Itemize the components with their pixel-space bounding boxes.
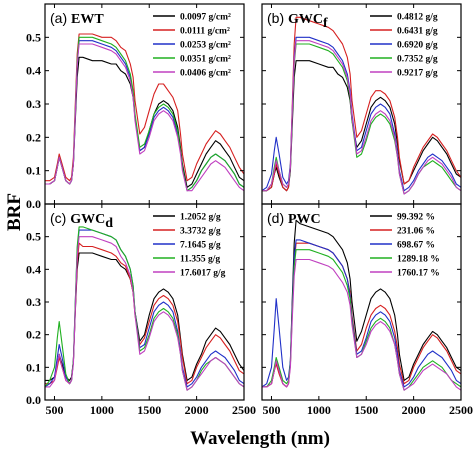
y-tick-label: 0.2 (26, 130, 41, 144)
panel-label: (d) (267, 210, 288, 226)
panel-title: (c) GWCd (50, 210, 113, 231)
legend: 1.2052 g/g 3.3732 g/g 7.1645 g/g 11.355 g/g… (153, 213, 226, 279)
legend: 0.4812 g/g 0.6431 g/g 0.6920 g/g 0.7352 g/g… (370, 13, 438, 79)
panel-label: (b) (267, 10, 288, 26)
panel-variable: PWC (288, 212, 321, 227)
series-line-2 (262, 16, 461, 192)
legend-label: 1.2052 g/g (180, 213, 221, 223)
legend-label: 698.67 % (397, 241, 435, 251)
y-tick-label: 0.3 (26, 295, 41, 309)
legend-label: 17.6017 g/g (180, 269, 226, 279)
legend-label: 0.0351 g/cm² (180, 55, 231, 65)
legend-label: 0.4812 g/g (397, 13, 438, 23)
legend-label: 0.9217 g/g (397, 69, 438, 79)
panel-variable-subscript: d (105, 216, 113, 231)
series-group (45, 33, 244, 192)
y-tick-label: 0.4 (26, 262, 41, 276)
x-tick-label: 1000 (307, 403, 331, 417)
legend-label: 231.06 % (397, 227, 435, 237)
x-tick-label: 2500 (449, 403, 473, 417)
panel-variable: GWC (70, 212, 105, 227)
panel-a: 0.00.10.20.30.40.5(a) EWT 0.0097 g/cm²0.0… (26, 3, 245, 211)
y-tick-label: 0.5 (26, 30, 41, 44)
panel-title: (b) GWCf (267, 10, 328, 31)
x-tick-label: 1500 (137, 403, 161, 417)
legend-label: 0.0253 g/cm² (180, 41, 231, 51)
panel-c: 500 1000 1500 2000 2500 0.0 0.1 0.2 0.3 0.4 0.5 (c)… (26, 203, 256, 417)
y-tick-label: 0.1 (26, 360, 41, 374)
series-group (45, 226, 244, 391)
series-line-5 (262, 258, 461, 391)
x-axis-title: Wavelength (nm) (190, 428, 330, 449)
y-tick-label: 0.5 (26, 230, 41, 244)
x-tick-label: 500 (45, 403, 63, 417)
panel-title: (a) EWT (50, 10, 104, 27)
y-tick-label: 0.3 (26, 97, 41, 111)
legend-label: 1289.18 % (397, 255, 440, 265)
legend-label: 11.355 g/g (180, 255, 220, 265)
x-tick-label: 500 (262, 403, 280, 417)
legend-label: 1760.17 % (397, 269, 440, 279)
x-tick-label: 1500 (354, 403, 378, 417)
panel-variable: GWC (288, 12, 323, 27)
x-tick-label: 2000 (185, 403, 209, 417)
x-tick-label: 2500 (232, 403, 256, 417)
panel-label: (c) (50, 210, 70, 226)
panel-variable: EWT (71, 12, 104, 27)
y-tick-label: 0.2 (26, 328, 41, 342)
series-line-5 (262, 40, 461, 195)
series-line-5 (45, 43, 244, 192)
series-line-5 (45, 236, 244, 391)
y-tick-label: 0.0 (26, 197, 41, 211)
legend-label: 0.0111 g/cm² (180, 27, 230, 37)
x-tick-label: 2000 (402, 403, 426, 417)
legend-label: 3.3732 g/g (180, 227, 221, 237)
y-tick-label: 0.0 (26, 393, 41, 407)
panel-label: (a) (50, 10, 71, 26)
legend-label: 0.0406 g/cm² (180, 69, 231, 79)
series-group (262, 16, 461, 195)
y-axis-title: BRF (4, 193, 25, 231)
legend-label: 0.0097 g/cm² (180, 13, 231, 23)
legend-label: 0.6920 g/g (397, 41, 438, 51)
series-group (262, 219, 461, 391)
panel-title: (d) PWC (267, 210, 321, 227)
panel-variable-subscript: f (323, 16, 328, 31)
legend-label: 0.6431 g/g (397, 27, 438, 37)
legend-label: 7.1645 g/g (180, 241, 221, 251)
y-tick-label: 0.4 (26, 64, 41, 78)
legend-label: 0.7352 g/g (397, 55, 438, 65)
legend: 0.0097 g/cm² 0.0111 g/cm² 0.0253 g/cm² 0.03… (153, 13, 231, 79)
y-tick-label: 0.1 (26, 164, 41, 178)
panel-d: 500 1000 1500 2000 2500 (d) PWC 99.392 % 231.06… (261, 203, 473, 417)
x-tick-label: 1000 (90, 403, 114, 417)
series-line-2 (45, 33, 244, 182)
legend: 99.392 % 231.06 % 698.67 % 1289.18 % 1760.17… (370, 213, 440, 279)
legend-label: 99.392 % (397, 213, 435, 223)
panel-b: (b) GWCf 0.4812 g/g0.6431 g/g0.6920 g/g0.… (261, 3, 462, 205)
